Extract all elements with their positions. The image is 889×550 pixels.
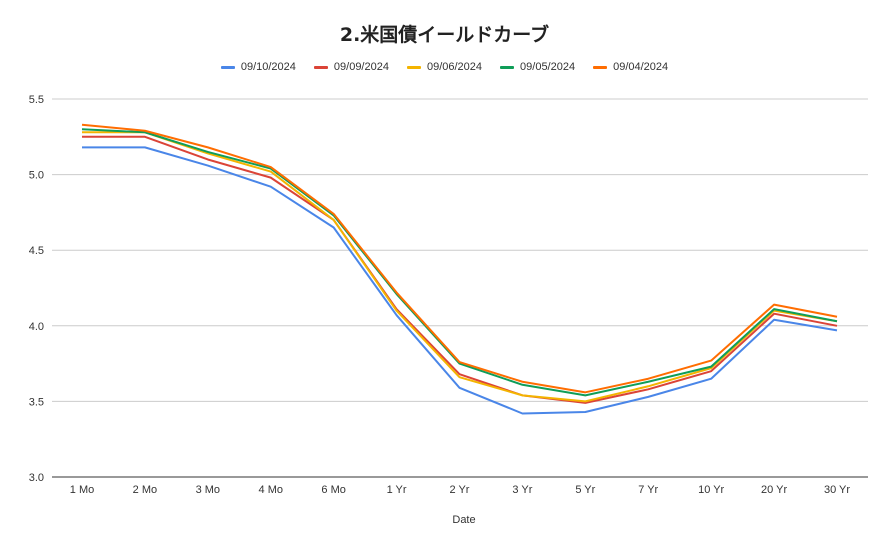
series-line-09-06-2024 <box>82 131 838 403</box>
legend-item[interactable]: 09/09/2024 <box>313 61 389 73</box>
legend-swatch <box>313 65 328 69</box>
gridlines <box>52 98 868 478</box>
x-tick-label: 5 Yr <box>575 484 595 496</box>
legend-swatch <box>406 65 421 69</box>
chart-legend: 09/10/2024 09/09/2024 09/06/2024 09/05/2024… <box>0 61 889 73</box>
legend-label: 09/05/2024 <box>520 61 576 73</box>
chart-title: 2.米国債イールドカーブ <box>339 24 550 46</box>
y-tick-label: 3.5 <box>29 396 44 408</box>
series-line-09-10-2024 <box>82 146 838 415</box>
legend-item[interactable]: 09/04/2024 <box>593 61 668 73</box>
y-axis: 3.0 3.5 4.0 4.5 5.0 5.5 <box>29 94 44 484</box>
legend-item[interactable]: 09/10/2024 <box>220 61 296 73</box>
legend-label: 09/09/2024 <box>333 61 389 73</box>
x-axis-label: Date <box>452 514 475 526</box>
y-tick-label: 3.0 <box>29 472 44 484</box>
x-tick-label: 3 Mo <box>196 484 220 496</box>
legend-item[interactable]: 09/05/2024 <box>500 61 575 73</box>
x-tick-label: 1 Yr <box>387 484 407 496</box>
legend-label: 09/10/2024 <box>240 61 296 73</box>
series-lines <box>81 123 838 415</box>
x-tick-label: 20 Yr <box>761 484 787 496</box>
y-tick-label: 4.0 <box>29 321 44 333</box>
series-line-09-09-2024 <box>82 135 838 404</box>
y-tick-label: 4.5 <box>29 245 44 257</box>
x-tick-label: 2 Mo <box>133 484 157 496</box>
y-tick-label: 5.0 <box>29 170 44 182</box>
x-tick-label: 6 Mo <box>321 484 345 496</box>
y-tick-label: 5.5 <box>29 94 44 106</box>
legend-label: 09/06/2024 <box>426 61 483 73</box>
x-tick-label: 7 Yr <box>638 484 658 496</box>
x-axis: 1 Mo 2 Mo 3 Mo 4 Mo 6 Mo 1 Yr 2 Yr 3 Yr 5 Yr 7 Yr… <box>70 484 851 496</box>
legend-swatch <box>220 65 235 69</box>
x-tick-label: 30 Yr <box>824 484 850 496</box>
legend-swatch <box>593 65 608 69</box>
legend-item[interactable]: 09/06/2024 <box>406 61 483 73</box>
x-tick-label: 1 Mo <box>70 484 94 496</box>
x-tick-label: 10 Yr <box>698 484 724 496</box>
legend-label: 09/04/2024 <box>613 61 669 73</box>
series-line-09-04-2024 <box>81 123 838 394</box>
x-tick-label: 3 Yr <box>512 484 532 496</box>
x-tick-label: 2 Yr <box>450 484 470 496</box>
series-line-09-05-2024 <box>81 128 838 397</box>
x-tick-label: 4 Mo <box>259 484 283 496</box>
legend-swatch <box>500 65 515 69</box>
